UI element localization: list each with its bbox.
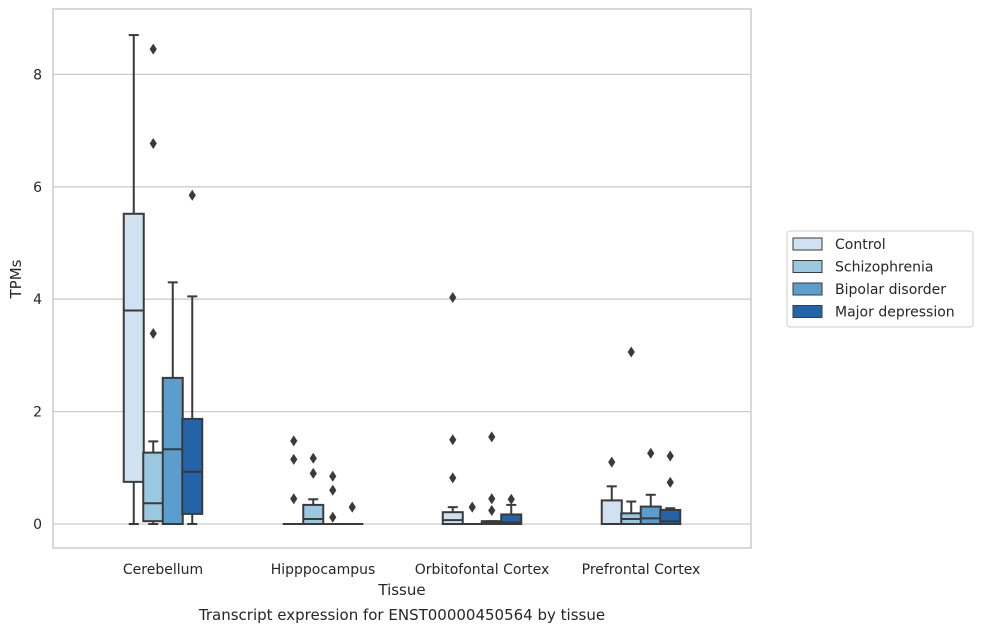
outlier-point — [149, 138, 157, 150]
x-tick-label: Cerebellum — [123, 562, 203, 578]
box-0-1 — [142, 43, 165, 525]
outlier-point — [348, 501, 356, 513]
box-3-1 — [620, 346, 643, 526]
box-0-2 — [161, 281, 184, 525]
y-tick-label: 8 — [33, 67, 42, 83]
legend-label: Control — [835, 237, 886, 253]
legend-label: Schizophrenia — [835, 260, 933, 276]
legend-swatch — [792, 282, 823, 296]
box-0-3 — [181, 189, 204, 525]
outlier-point — [608, 456, 616, 468]
x-tick-label: Hipppocampus — [271, 562, 376, 578]
outlier-point — [647, 447, 655, 459]
box-2-3 — [500, 493, 523, 525]
y-tick-label: 0 — [33, 517, 42, 533]
outlier-point — [488, 493, 496, 505]
outlier-point — [468, 501, 476, 513]
legend-swatch — [792, 237, 823, 251]
outlier-point — [329, 470, 337, 482]
legend-swatch — [792, 305, 823, 318]
box-2-1 — [461, 501, 484, 526]
plot-area-frame — [52, 8, 752, 549]
chart-caption: Transcript expression for ENST0000045056… — [198, 606, 606, 624]
box-2-2 — [480, 431, 503, 526]
box-iqr — [600, 499, 623, 525]
y-axis-label: TPMs — [7, 259, 25, 299]
box-iqr — [142, 451, 165, 523]
outlier-point — [290, 493, 298, 505]
box-2-0 — [441, 292, 464, 525]
x-tick-label: Orbitofontal Cortex — [415, 562, 550, 578]
box-1-0 — [282, 435, 305, 526]
box-iqr — [639, 505, 662, 526]
outlier-point — [666, 476, 674, 488]
box-iqr — [122, 212, 145, 483]
box-3-2 — [639, 447, 662, 526]
outlier-point — [149, 43, 157, 55]
x-tick-label: Prefrontal Cortex — [582, 562, 701, 578]
box-iqr — [441, 511, 464, 525]
outlier-point — [627, 346, 635, 358]
y-tick-label: 2 — [33, 405, 42, 421]
outlier-point — [449, 472, 457, 484]
box-1-3 — [341, 501, 364, 526]
box-1-1 — [302, 452, 325, 525]
box-1-2 — [321, 470, 344, 526]
outlier-point — [309, 452, 317, 464]
box-iqr — [161, 376, 184, 525]
box-3-0 — [600, 456, 623, 525]
y-tick-labels: 0 2 4 6 8 — [33, 67, 42, 533]
outlier-point — [309, 467, 317, 479]
outlier-point — [188, 189, 196, 201]
legend-swatch — [792, 260, 823, 273]
outlier-point — [149, 327, 157, 339]
legend-label: Bipolar disorder — [835, 282, 946, 298]
outlier-point — [290, 435, 298, 447]
outlier-point — [507, 493, 515, 505]
outlier-point — [329, 484, 337, 496]
box-iqr — [500, 513, 523, 525]
box-series — [122, 34, 682, 526]
outlier-point — [449, 292, 457, 304]
box-0-0 — [122, 34, 145, 525]
y-tick-label: 6 — [33, 180, 42, 196]
outlier-point — [449, 434, 457, 446]
outlier-point — [488, 505, 496, 517]
outlier-point — [329, 511, 337, 523]
box-3-3 — [659, 450, 682, 526]
legend: Control Schizophrenia Bipolar disorder Majo… — [786, 230, 974, 328]
outlier-point — [488, 431, 496, 443]
outlier-point — [666, 450, 674, 462]
x-tick-labels: Cerebellum Hipppocampus Orbitofontal Corte… — [123, 562, 700, 578]
outlier-point — [290, 453, 298, 465]
y-tick-label: 4 — [33, 292, 42, 308]
legend-label: Major depression — [835, 305, 955, 321]
x-axis-label: Tissue — [377, 581, 425, 599]
box-iqr — [181, 417, 204, 515]
box-iqr — [302, 503, 325, 525]
legend-frame — [786, 230, 974, 328]
